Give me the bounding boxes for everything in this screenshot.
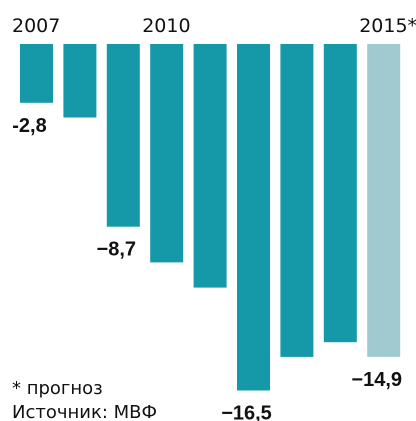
source: Источник: МВФ [12,402,157,421]
value-label: −8,7 [97,239,136,261]
bar [193,44,227,288]
bar [367,44,401,357]
bar [63,44,97,118]
value-label: −14,9 [351,369,402,391]
footnote: * прогноз [12,378,103,399]
x-tick-label: 2007 [12,15,60,37]
bar [150,44,184,263]
x-tick-label: 2015* [359,15,416,37]
x-tick-label: 2010 [142,15,190,37]
bar [280,44,314,357]
bar [20,44,53,103]
bar [106,44,140,227]
value-label: -2,8 [12,115,46,137]
label-bg [207,394,287,421]
bar [237,44,270,391]
bar [323,44,357,343]
value-label: −16,5 [221,403,272,421]
